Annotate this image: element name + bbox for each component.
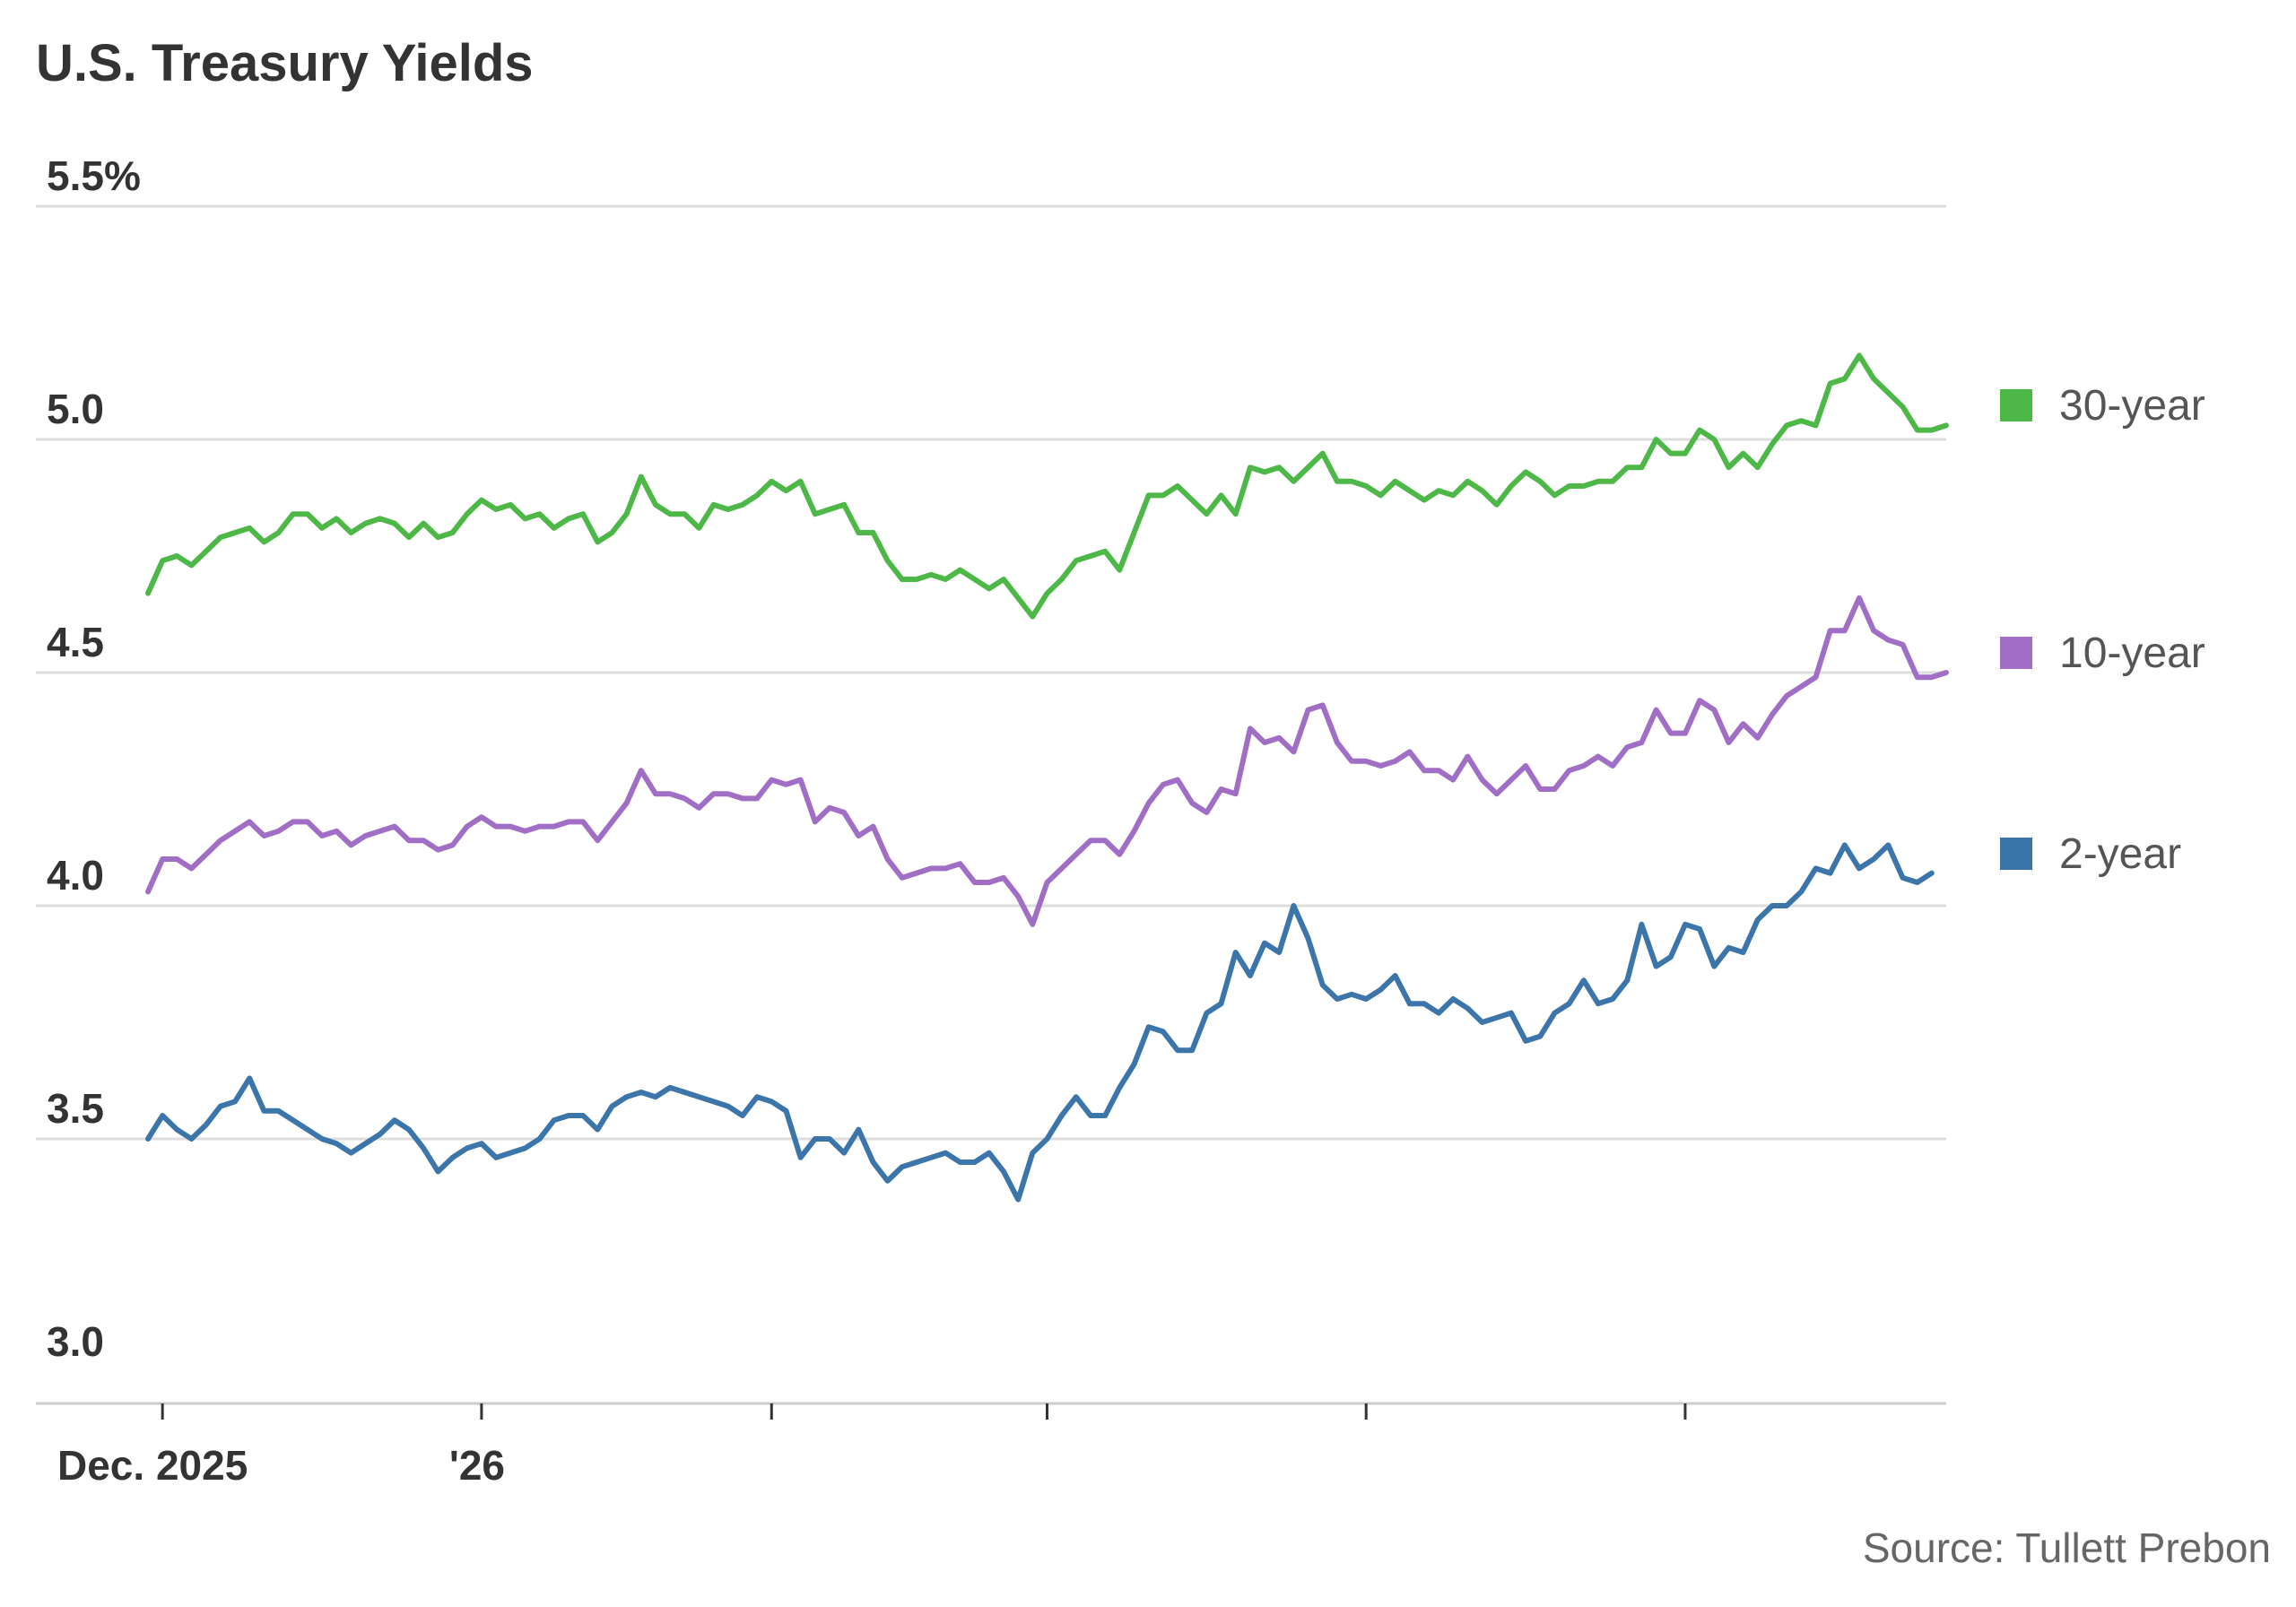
legend: 30-year 10-year 2-year xyxy=(2000,382,2205,878)
chart-title: U.S. Treasury Yields xyxy=(36,34,534,92)
y-tick-label-5: 5.5% xyxy=(47,152,141,199)
y-tick-label-2: 4.0 xyxy=(47,852,104,899)
x-tick-label-0: Dec. 2025 xyxy=(57,1442,248,1489)
series-line-10-year xyxy=(145,595,1949,927)
legend-label-2-year: 2-year xyxy=(2059,830,2181,878)
legend-label-10-year: 10-year xyxy=(2059,630,2205,677)
y-axis-tick-labels: 3.0 3.5 4.0 4.5 5.0 5.5% xyxy=(47,152,141,1365)
series-lines xyxy=(145,352,1949,1203)
y-tick-label-0: 3.0 xyxy=(47,1318,104,1365)
series-line-30-year xyxy=(145,352,1949,620)
x-tick-label-1: '26 xyxy=(449,1442,505,1489)
x-axis-ticks: Dec. 2025 '26 xyxy=(57,1403,1687,1489)
legend-label-30-year: 30-year xyxy=(2059,382,2205,430)
legend-swatch-10-year xyxy=(2000,637,2032,669)
series-line-2-year xyxy=(145,842,1935,1203)
gridlines xyxy=(36,204,1946,1141)
legend-swatch-30-year xyxy=(2000,389,2032,421)
y-tick-label-3: 4.5 xyxy=(47,619,104,665)
legend-swatch-2-year xyxy=(2000,838,2032,870)
y-tick-label-1: 3.5 xyxy=(47,1085,104,1132)
source-note: Source: Tullett Prebon xyxy=(1863,1524,2271,1571)
y-tick-label-4: 5.0 xyxy=(47,386,104,432)
